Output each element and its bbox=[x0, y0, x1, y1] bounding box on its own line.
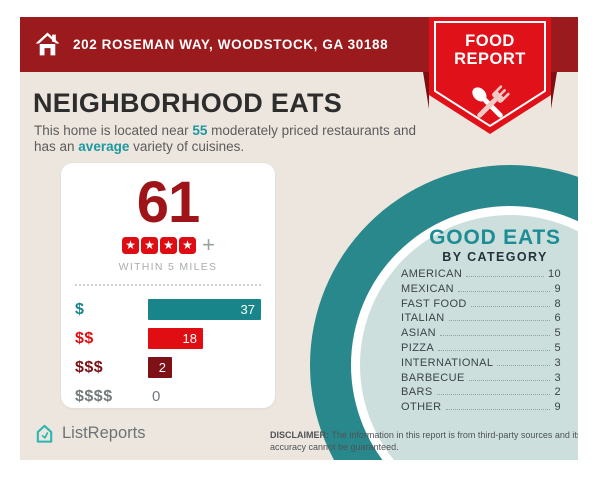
category-row: MEXICAN 9 bbox=[401, 283, 561, 298]
dotted-leader bbox=[448, 320, 551, 322]
category-count: 9 bbox=[554, 401, 561, 414]
category-label: PIZZA bbox=[401, 341, 435, 354]
badge-line1: FOOD bbox=[465, 32, 515, 50]
category-label: AMERICAN bbox=[401, 268, 463, 280]
category-row: OTHER 9 bbox=[401, 401, 561, 416]
good-eats-subtitle: BY CATEGORY bbox=[442, 250, 548, 264]
house-icon bbox=[34, 31, 61, 58]
dotted-leader bbox=[470, 305, 551, 307]
star-icon: ★ bbox=[179, 236, 197, 254]
plus-sign: + bbox=[202, 232, 215, 257]
category-count: 6 bbox=[554, 312, 561, 325]
category-label: BARS bbox=[401, 386, 433, 399]
star-icon: ★ bbox=[160, 236, 178, 254]
bar-zero-value: 0 bbox=[152, 388, 161, 405]
variety-highlight: average bbox=[78, 138, 130, 154]
category-count: 10 bbox=[547, 268, 561, 280]
category-label: FAST FOOD bbox=[401, 297, 467, 310]
category-row: PIZZA 5 bbox=[401, 342, 561, 357]
category-row: BARBECUE 3 bbox=[401, 372, 561, 387]
bar-category-label: $$$ bbox=[75, 358, 104, 376]
category-row: BARS 2 bbox=[401, 386, 561, 401]
listreports-logo-text: ListReports bbox=[62, 424, 146, 442]
dotted-divider bbox=[75, 284, 261, 286]
spoon-icon bbox=[472, 87, 503, 118]
category-label: MEXICAN bbox=[401, 282, 454, 295]
bar: 18 bbox=[148, 328, 203, 349]
dotted-leader bbox=[440, 335, 551, 337]
category-row: FAST FOOD 8 bbox=[401, 298, 561, 313]
category-row: ITALIAN 6 bbox=[401, 312, 561, 327]
dotted-leader bbox=[457, 290, 551, 292]
bar-category-label: $$$$ bbox=[75, 387, 113, 405]
disclaimer-label: DISCLAIMER: bbox=[270, 430, 329, 440]
category-count: 5 bbox=[554, 341, 561, 354]
score-card: 61 ★ ★ ★ ★ + WITHIN 5 MILES $37 $$ 18 $$$ 2 $$$$ 0 bbox=[61, 163, 275, 408]
restaurant-score: 61 bbox=[136, 170, 201, 235]
property-address: 202 ROSEMAN WAY, WOODSTOCK, GA 30188 bbox=[73, 37, 389, 52]
dotted-leader bbox=[436, 394, 551, 396]
page-title: NEIGHBORHOOD EATS bbox=[33, 88, 343, 118]
category-row: AMERICAN 10 bbox=[401, 268, 561, 283]
badge-title: FOOD REPORT bbox=[423, 32, 557, 68]
dotted-leader bbox=[445, 409, 551, 411]
bar-category-label: $ bbox=[75, 300, 85, 318]
badge-line2: REPORT bbox=[454, 50, 526, 68]
disclaimer-body: The information in this report is from t… bbox=[270, 430, 578, 452]
summary-mid: moderately priced restaurants and has an bbox=[34, 123, 416, 154]
dotted-leader bbox=[497, 364, 551, 366]
summary-pre: This home is located near bbox=[34, 123, 193, 138]
bar-value: 18 bbox=[182, 331, 197, 346]
dotted-leader bbox=[468, 379, 551, 381]
category-label: INTERNATIONAL bbox=[401, 356, 494, 369]
bar-row: $37 bbox=[75, 299, 275, 320]
category-row: ASIAN 5 bbox=[401, 327, 561, 342]
bar-category-label: $$ bbox=[75, 329, 94, 347]
badge-ribbon-shape bbox=[423, 17, 557, 134]
star-icon: ★ bbox=[122, 236, 140, 254]
dotted-leader bbox=[438, 349, 551, 351]
dotted-leader bbox=[466, 276, 544, 277]
category-label: OTHER bbox=[401, 401, 442, 414]
good-eats-list: AMERICAN 10 MEXICAN 9 FAST FOOD 8 ITALIAN 6 ASIA… bbox=[401, 268, 561, 416]
listreports-logo: ListReports bbox=[34, 423, 145, 444]
bar-row: $$$ 2 bbox=[75, 357, 275, 378]
category-count: 5 bbox=[554, 327, 561, 340]
price-bars: $37 $$ 18 $$$ 2 $$$$ 0 bbox=[61, 299, 275, 407]
category-row: INTERNATIONAL 3 bbox=[401, 357, 561, 372]
summary-post: variety of cuisines. bbox=[129, 138, 245, 154]
radius-caption: WITHIN 5 MILES bbox=[118, 261, 218, 273]
bar: 2 bbox=[148, 357, 172, 378]
category-count: 9 bbox=[554, 282, 561, 295]
category-count: 8 bbox=[554, 297, 561, 310]
bar-value: 2 bbox=[158, 360, 166, 375]
category-count: 3 bbox=[554, 356, 561, 369]
listreports-house-icon bbox=[34, 423, 55, 444]
category-count: 3 bbox=[554, 371, 561, 384]
stars-container: ★ ★ ★ ★ + bbox=[61, 232, 275, 257]
category-label: ITALIAN bbox=[401, 312, 445, 325]
bar-row: $$ 18 bbox=[75, 328, 275, 349]
star-icon: ★ bbox=[141, 236, 159, 254]
disclaimer-text: DISCLAIMER: The information in this repo… bbox=[270, 430, 578, 453]
food-report-poster: 202 ROSEMAN WAY, WOODSTOCK, GA 30188 bbox=[20, 17, 578, 460]
bar: 37 bbox=[148, 299, 261, 320]
bar-value: 37 bbox=[240, 302, 255, 317]
category-count: 2 bbox=[554, 386, 561, 399]
restaurant-count: 55 bbox=[192, 123, 208, 138]
good-eats-title: GOOD EATS bbox=[429, 226, 561, 249]
category-label: ASIAN bbox=[401, 327, 437, 340]
fork-icon bbox=[477, 85, 510, 118]
category-label: BARBECUE bbox=[401, 371, 465, 384]
bar-row: $$$$ 0 bbox=[75, 386, 275, 407]
food-report-badge: FOOD REPORT bbox=[423, 17, 557, 141]
summary-text: This home is located near 55 moderately … bbox=[34, 123, 426, 154]
